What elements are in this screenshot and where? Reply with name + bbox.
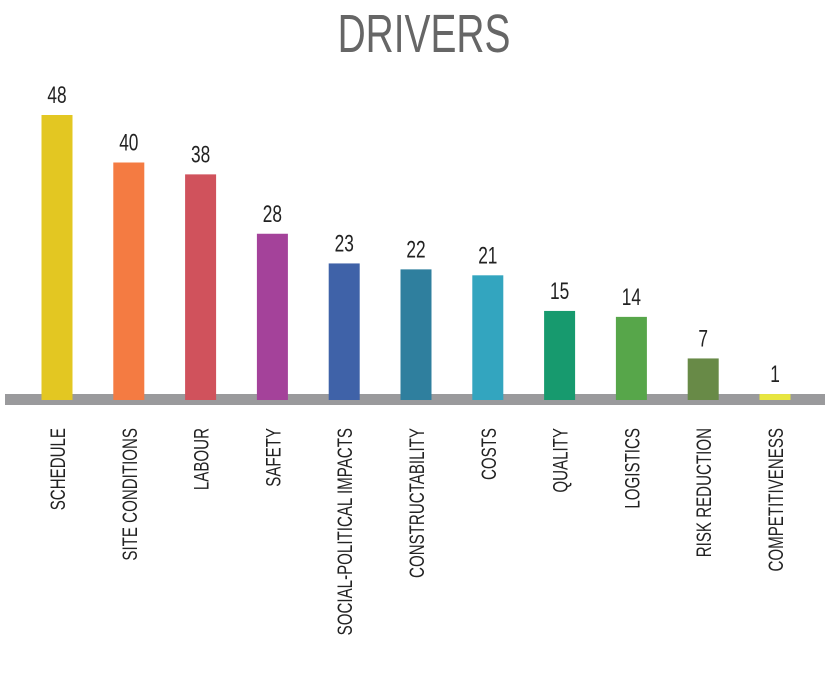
value-label: 14 <box>622 284 642 310</box>
value-label: 28 <box>263 201 282 227</box>
value-label: 38 <box>191 142 210 168</box>
chart-title: DRIVERS <box>338 3 511 64</box>
x-tick-label: SCHEDULE <box>45 428 69 510</box>
value-label: 23 <box>335 231 354 257</box>
value-label: 22 <box>406 237 425 263</box>
x-tick-label: LOGISTICS <box>620 428 644 509</box>
x-tick-label: RISK REDUCTION <box>692 428 716 557</box>
x-tick-label: SITE CONDITIONS <box>117 428 141 561</box>
bar <box>256 233 288 400</box>
x-tick-label: LABOUR <box>189 428 213 490</box>
bar <box>615 316 647 400</box>
bar <box>113 162 145 400</box>
x-tick-label: QUALITY <box>548 428 572 493</box>
x-tick-label: SAFETY <box>261 428 285 487</box>
bar <box>185 174 217 400</box>
bar <box>544 310 576 400</box>
bar <box>472 275 504 400</box>
x-tick-label: SOCIAL-POLITICAL IMPACTS <box>333 428 357 635</box>
value-label: 1 <box>770 361 780 387</box>
x-tick-label: CONSTRUCTABILITY <box>404 428 428 578</box>
x-tick-label: COSTS <box>476 428 500 480</box>
value-label: 7 <box>698 326 708 352</box>
value-label: 21 <box>478 243 497 269</box>
bar <box>400 269 432 400</box>
bar <box>41 115 73 400</box>
value-label: 48 <box>47 82 66 108</box>
value-label: 40 <box>119 130 138 156</box>
value-label: 15 <box>550 278 569 304</box>
x-tick-label: COMPETITIVENESS <box>763 428 787 572</box>
bar <box>759 394 791 400</box>
bar <box>687 358 719 400</box>
bar <box>328 263 360 400</box>
